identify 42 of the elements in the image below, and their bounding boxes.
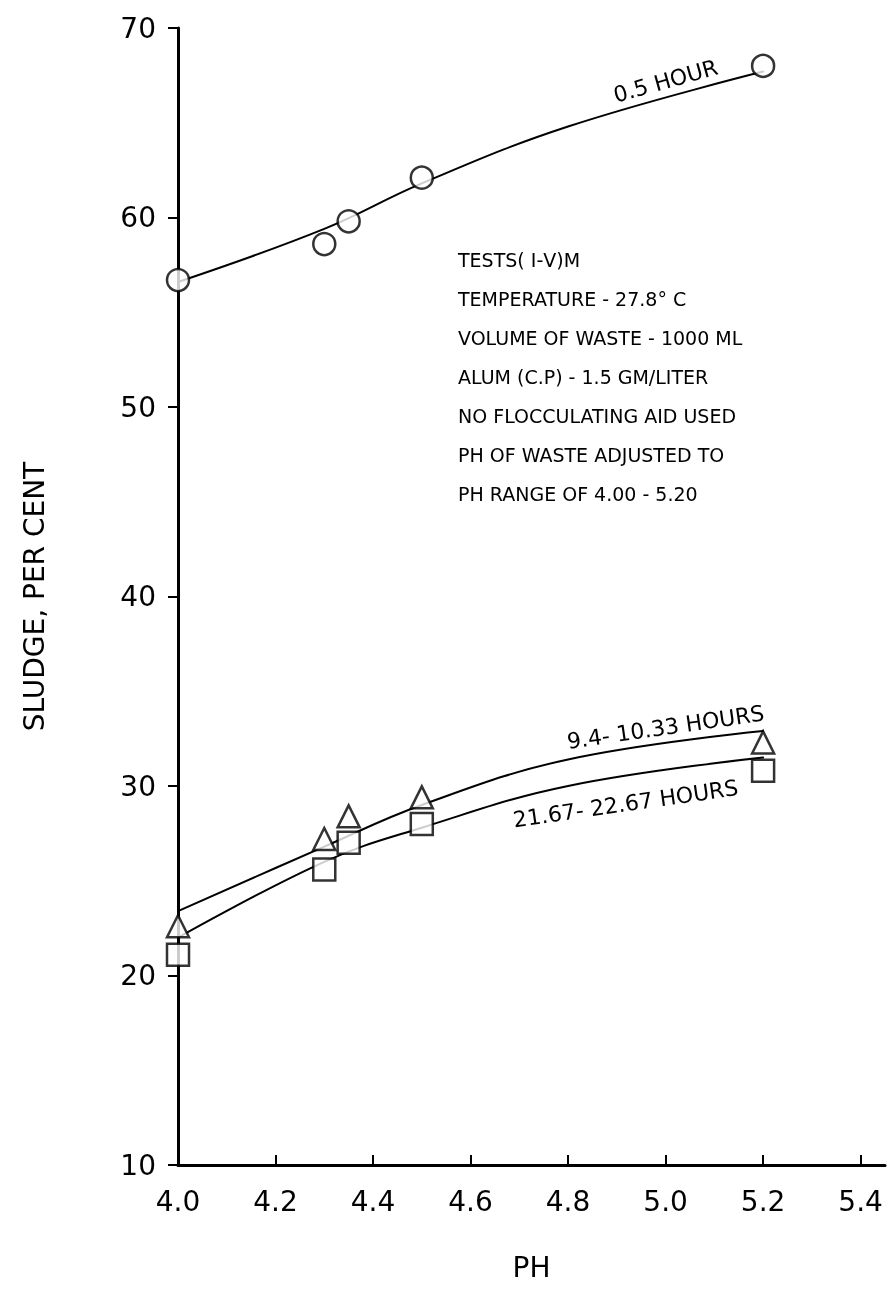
annotation: ALUM (C.P) - 1.5 GM/LITER	[458, 365, 709, 388]
y-tick-label: 50	[120, 390, 156, 424]
x-tick-label: 4.8	[545, 1184, 591, 1218]
point	[336, 804, 361, 829]
annotation: PH RANGE OF 4.00 - 5.20	[458, 482, 698, 505]
annotation: TESTS( I-Ⅴ)M	[457, 248, 581, 271]
point	[336, 209, 361, 234]
y-tick-label: 60	[120, 201, 156, 234]
x-tick-label: 5.4	[838, 1184, 883, 1218]
x-tick-label: 5.2	[740, 1184, 786, 1218]
y-axis-title: SLUDGE, PER CENT	[17, 460, 51, 732]
point	[750, 53, 776, 79]
x-axis-title: PH	[512, 1250, 551, 1284]
y-tick-label: 70	[120, 11, 156, 45]
annotation: VOLUME OF WASTE - 1000 ML	[458, 326, 743, 349]
point	[750, 730, 776, 755]
y-tick-label: 10	[120, 1148, 156, 1182]
x-tick-label: 4.6	[448, 1184, 493, 1218]
x-tick-label: 4.4	[350, 1184, 396, 1218]
point	[312, 231, 337, 257]
point	[336, 830, 361, 856]
text: 9.4- 10.33 HOURS	[565, 700, 766, 754]
point	[409, 165, 435, 190]
y-tick-label: 40	[120, 580, 156, 613]
point	[165, 267, 191, 293]
x-tick-label: 5.0	[643, 1184, 688, 1218]
x-tick-label: 4.2	[253, 1184, 298, 1218]
point	[750, 758, 776, 784]
annotation: PH OF WASTE ADJUSTED TO	[458, 443, 725, 466]
point	[409, 785, 435, 810]
point	[312, 826, 337, 852]
x-tick-label: 4.0	[155, 1184, 201, 1218]
y-tick-label: 30	[120, 769, 156, 803]
annotation: NO FLOCCULATING AID USED	[458, 404, 737, 427]
text: 21.67- 22.67 HOURS	[511, 775, 740, 833]
annotation: TEMPERATURE - 27.8° C	[457, 287, 687, 310]
y-tick-label: 20	[120, 959, 156, 992]
point	[409, 811, 435, 837]
point	[165, 942, 191, 967]
point	[165, 913, 191, 939]
point	[312, 857, 337, 882]
text: 0.5 HOUR	[610, 54, 721, 108]
